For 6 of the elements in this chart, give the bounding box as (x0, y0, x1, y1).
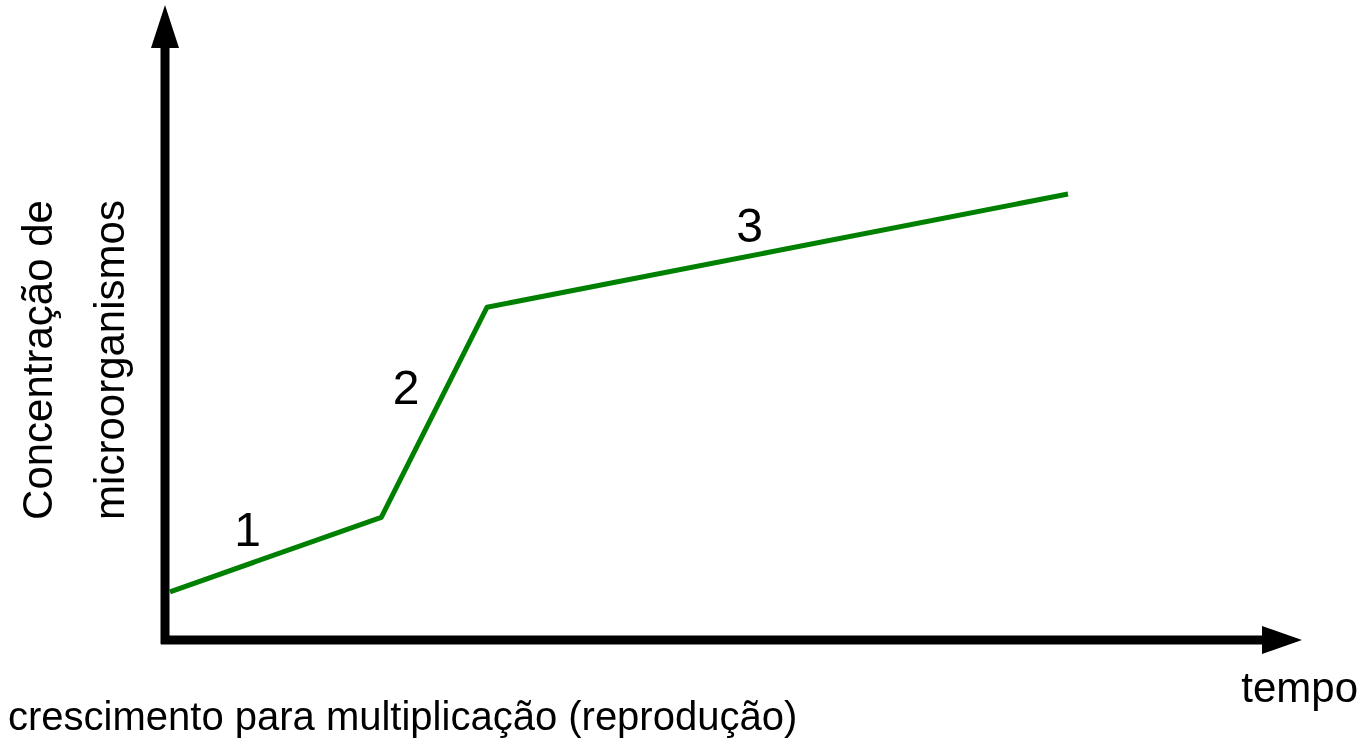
text: crescimento para multiplicação (reprodução) (8, 694, 798, 738)
y-axis-title: Concentração de microorganismos (14, 200, 133, 520)
annotation: 2 (392, 360, 420, 414)
annotation: 3 (736, 198, 763, 252)
annotation: 1 (234, 502, 261, 556)
x-axis-title: tempo (1241, 664, 1358, 711)
